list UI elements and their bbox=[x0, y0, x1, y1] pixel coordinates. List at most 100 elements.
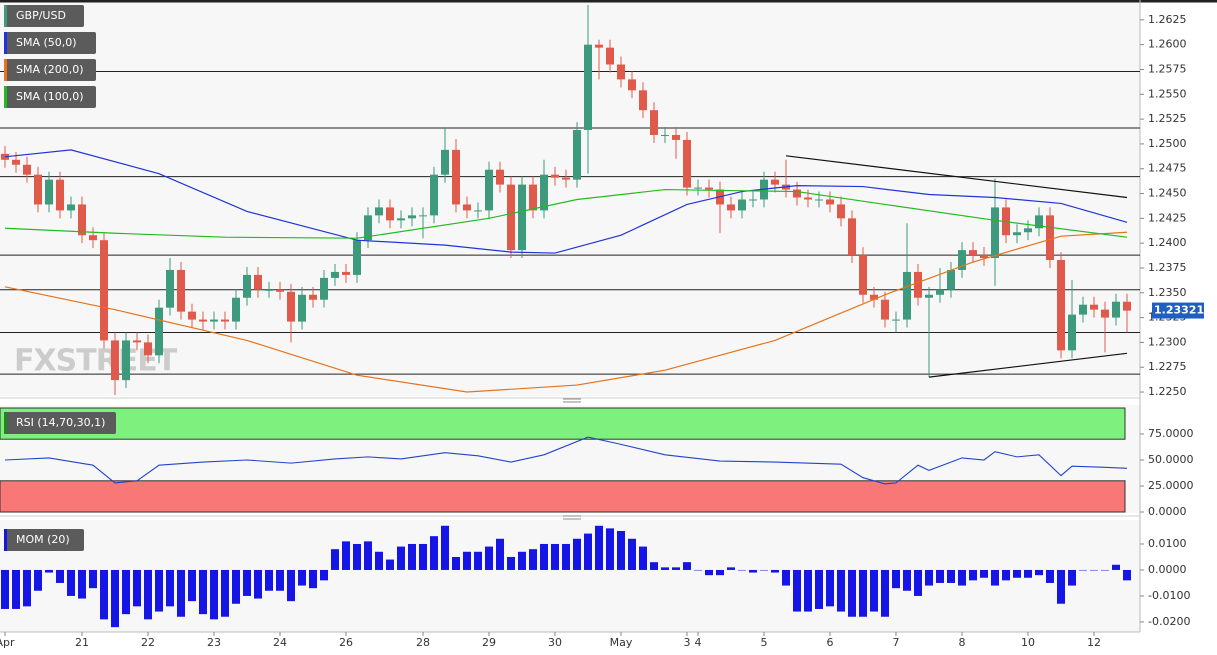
mom-bar bbox=[34, 569, 42, 591]
mom-bar bbox=[177, 569, 185, 617]
legend-box bbox=[4, 86, 96, 108]
mom-bar bbox=[760, 569, 768, 571]
rsi-line bbox=[4, 436, 1128, 485]
mom-bar bbox=[144, 569, 152, 620]
candle-body bbox=[881, 299, 889, 320]
candle-body bbox=[606, 47, 614, 65]
candle-body bbox=[12, 159, 20, 165]
mom-bar bbox=[210, 569, 218, 620]
mom-bar bbox=[804, 569, 812, 612]
mom-bar bbox=[947, 569, 955, 583]
candle-body bbox=[694, 187, 702, 189]
mom-bar bbox=[408, 543, 416, 570]
legend-label: RSI (14,70,30,1) bbox=[16, 416, 105, 429]
candle-body bbox=[925, 294, 933, 298]
overbought-band bbox=[0, 407, 1126, 440]
y-tick-label: -0.0200 bbox=[1148, 615, 1190, 628]
candle-body bbox=[342, 271, 350, 275]
candle-body bbox=[485, 169, 493, 211]
candle-body bbox=[540, 174, 548, 211]
candle-body bbox=[903, 271, 911, 320]
candle-body bbox=[276, 289, 284, 292]
legend-swatch bbox=[4, 59, 7, 81]
mom-bar bbox=[496, 538, 504, 570]
candle-body bbox=[133, 340, 141, 343]
mom-bar bbox=[441, 525, 449, 570]
candle-body bbox=[386, 207, 394, 221]
candle-body bbox=[166, 269, 174, 308]
candle-body bbox=[397, 218, 405, 221]
mom-bar bbox=[650, 562, 658, 570]
mom-bar bbox=[485, 546, 493, 570]
mom-bar bbox=[419, 543, 427, 570]
y-tick-label: 1.2375 bbox=[1148, 261, 1187, 274]
x-tick-label: 29 bbox=[482, 636, 496, 649]
candle-body bbox=[771, 179, 779, 185]
candle-body bbox=[551, 174, 559, 178]
candle-body bbox=[870, 294, 878, 300]
mom-bar bbox=[991, 569, 999, 586]
candle-body bbox=[463, 204, 471, 211]
y-tick-label: 1.2350 bbox=[1148, 286, 1187, 299]
candle-body bbox=[122, 340, 130, 381]
legend-label: MOM (20) bbox=[16, 533, 70, 546]
candle-body bbox=[738, 199, 746, 211]
candle-body bbox=[617, 64, 625, 80]
mom-bar bbox=[859, 569, 867, 617]
candle-body bbox=[628, 79, 636, 91]
mom-bar bbox=[639, 546, 647, 570]
candle-body bbox=[705, 187, 713, 190]
mom-bar bbox=[166, 569, 174, 607]
mom-bar bbox=[507, 556, 515, 570]
candle-body bbox=[56, 179, 64, 211]
mom-bar bbox=[628, 538, 636, 570]
candle-body bbox=[936, 289, 944, 295]
mom-bar bbox=[771, 569, 779, 573]
mom-bar bbox=[606, 528, 614, 570]
mom-bar bbox=[551, 543, 559, 570]
legend-swatch bbox=[4, 529, 7, 551]
candle-body bbox=[1035, 215, 1043, 229]
mom-bar bbox=[309, 569, 317, 589]
candle-body bbox=[232, 297, 240, 322]
mom-bar bbox=[683, 562, 691, 570]
mom-bar bbox=[672, 567, 680, 570]
mom-bar bbox=[463, 551, 471, 570]
y-tick-label: 1.2450 bbox=[1148, 187, 1187, 200]
candle-body bbox=[45, 179, 53, 205]
mom-bar bbox=[892, 569, 900, 589]
mom-bar bbox=[386, 559, 394, 570]
sma-line bbox=[4, 188, 1128, 239]
mom-bar bbox=[837, 569, 845, 612]
candle-body bbox=[144, 342, 152, 356]
x-tick-label: 3 bbox=[684, 636, 691, 649]
mom-bar bbox=[45, 569, 53, 573]
sma-line bbox=[4, 149, 1128, 254]
mom-bar bbox=[595, 525, 603, 570]
candle-body bbox=[155, 307, 163, 356]
mom-bar bbox=[320, 569, 328, 581]
y-tick-label: 1.2525 bbox=[1148, 112, 1187, 125]
mom-bar bbox=[23, 569, 31, 607]
legend-box bbox=[4, 32, 96, 54]
candle-body bbox=[661, 134, 669, 136]
candle-body bbox=[749, 199, 757, 201]
legend-box bbox=[4, 412, 116, 434]
y-tick-label: 1.2575 bbox=[1148, 62, 1187, 75]
candle-body bbox=[287, 291, 295, 322]
mom-bar bbox=[78, 569, 86, 599]
mom-bar bbox=[375, 551, 383, 570]
x-tick-label: Apr bbox=[0, 636, 15, 649]
mom-bar bbox=[474, 551, 482, 570]
candle-body bbox=[815, 199, 823, 201]
y-tick-label: 1.2500 bbox=[1148, 137, 1187, 150]
mom-bar bbox=[584, 533, 592, 570]
mom-bar bbox=[1123, 569, 1131, 581]
candle-body bbox=[89, 235, 97, 241]
y-tick-label: 0.0000 bbox=[1148, 505, 1187, 518]
legend-box bbox=[4, 529, 84, 551]
mom-bar bbox=[232, 569, 240, 604]
mom-bar bbox=[573, 538, 581, 570]
mom-bar bbox=[848, 569, 856, 617]
